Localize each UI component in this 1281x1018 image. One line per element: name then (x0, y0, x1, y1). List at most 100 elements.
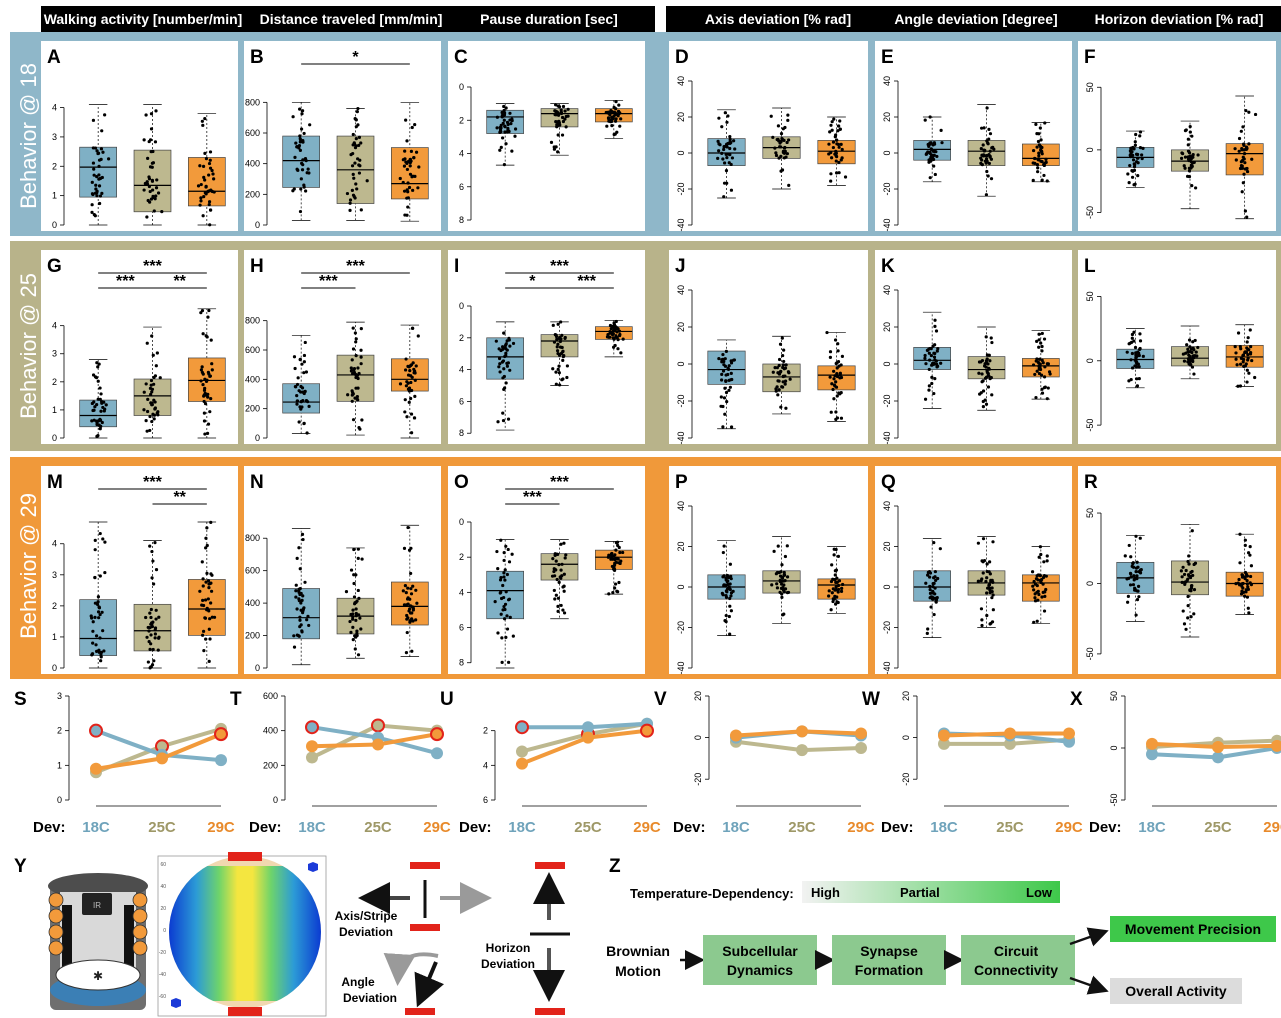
data-point (96, 151, 100, 156)
significance-label: *** (346, 258, 365, 275)
panel-letter: E (881, 47, 894, 68)
led (132, 892, 148, 908)
data-point (411, 188, 415, 192)
data-point (724, 589, 728, 593)
data-point (1133, 345, 1138, 350)
data-point (204, 536, 208, 540)
data-point (614, 541, 619, 545)
data-point (556, 596, 561, 600)
data-point (1126, 172, 1130, 176)
data-point (505, 361, 509, 365)
data-point (415, 601, 419, 605)
data-point (779, 405, 783, 409)
data-point (208, 617, 212, 621)
horizon-deviation-label: Horizon (486, 941, 531, 955)
stripe-marker (535, 1008, 565, 1015)
data-point (405, 167, 410, 172)
data-point (784, 363, 788, 367)
data-point (1033, 161, 1037, 165)
data-point (417, 165, 421, 169)
data-point (976, 541, 980, 545)
data-point (305, 431, 309, 435)
data-point (413, 174, 417, 179)
data-point (833, 573, 837, 577)
data-point (1045, 362, 1049, 366)
data-point (557, 336, 561, 341)
data-point (729, 371, 733, 376)
data-point (783, 379, 788, 383)
data-point (96, 610, 101, 614)
data-point (981, 379, 985, 383)
data-point (1190, 350, 1194, 355)
significance-label: *** (319, 273, 338, 290)
data-point (1128, 153, 1132, 157)
data-point (199, 311, 203, 315)
data-point (1233, 147, 1237, 151)
data-point (408, 161, 412, 165)
data-point (1243, 161, 1247, 165)
y-tick-label: -40 (676, 218, 686, 231)
panel-letter: G (47, 256, 62, 277)
data-point (837, 124, 841, 128)
data-point (556, 609, 560, 613)
data-point (156, 648, 160, 652)
data-point (351, 326, 355, 330)
data-point (1043, 121, 1047, 125)
data-point (404, 651, 409, 655)
data-point (985, 159, 989, 163)
data-point (724, 620, 728, 624)
data-point (210, 189, 214, 194)
data-point (732, 139, 736, 143)
data-point (359, 348, 363, 352)
data-point (726, 366, 730, 370)
data-point (505, 614, 509, 618)
data-point (556, 342, 560, 346)
data-point (616, 114, 620, 118)
y-tick-label: 0 (676, 361, 686, 366)
data-point (560, 333, 564, 337)
data-point (729, 359, 733, 363)
y-tick-label: -20 (676, 182, 686, 195)
trend-point (582, 721, 594, 734)
data-point (204, 379, 209, 383)
data-point (832, 117, 836, 121)
data-point (92, 213, 96, 217)
data-point (354, 125, 358, 129)
panel-letter: R (1084, 472, 1098, 493)
panel-background (1078, 41, 1276, 231)
data-point (410, 649, 414, 653)
data-point (409, 431, 414, 435)
data-point (831, 599, 835, 604)
dev-temp-label: 29C (633, 819, 661, 836)
y-tick-label: -50 (1085, 647, 1095, 660)
data-point (779, 169, 783, 173)
data-point (102, 409, 106, 413)
data-point (199, 182, 203, 187)
y-tick-label: 0 (57, 795, 62, 805)
trend-point (1004, 727, 1016, 740)
trend-point (796, 744, 808, 757)
data-point (722, 583, 726, 588)
data-point (1037, 151, 1041, 155)
data-point (493, 599, 497, 604)
data-point (980, 372, 984, 376)
data-point (499, 538, 503, 542)
data-point (936, 576, 940, 581)
data-point (494, 339, 498, 343)
data-point (989, 375, 993, 380)
data-point (614, 548, 618, 552)
data-point (506, 417, 511, 421)
data-point (1039, 552, 1043, 557)
trend-point (306, 751, 318, 764)
data-point (502, 604, 506, 609)
heatmap-tick-label: -40 (159, 972, 166, 978)
data-point (402, 164, 407, 168)
data-point (554, 113, 558, 117)
data-point (1137, 353, 1141, 357)
data-point (1038, 367, 1043, 372)
data-point (927, 367, 931, 372)
dev-temp-label: 25C (364, 819, 392, 836)
y-tick-label: 50 (1085, 82, 1095, 92)
